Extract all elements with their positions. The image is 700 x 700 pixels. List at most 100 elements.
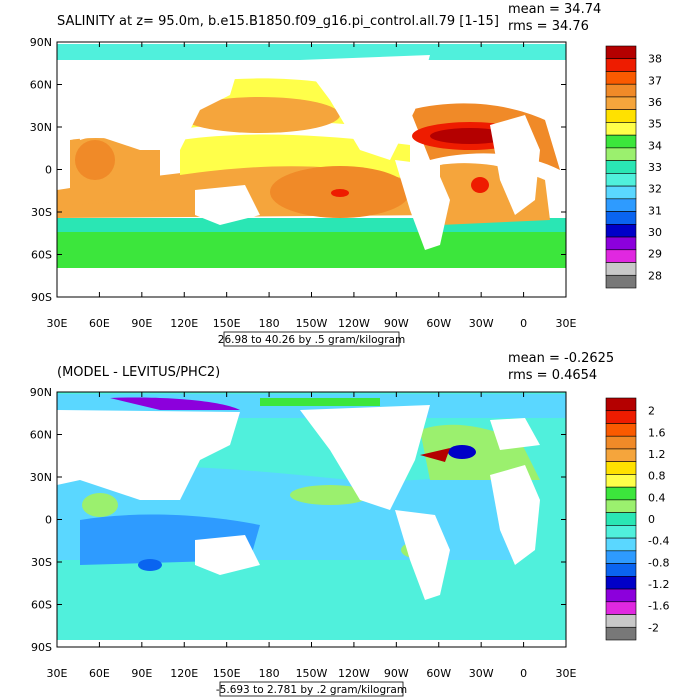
x-tick-label: 60E bbox=[89, 667, 110, 680]
colorbar-label: 33 bbox=[648, 161, 662, 174]
colorbar-swatch bbox=[605, 550, 637, 564]
y-tick-label: 90S bbox=[31, 291, 52, 304]
difference-panel: (MODEL - LEVITUS/PHC2) mean = -0.2625 rm… bbox=[30, 351, 669, 697]
difference-map bbox=[57, 392, 566, 647]
x-tick-label: 60W bbox=[426, 317, 451, 330]
colorbar-label: -2 bbox=[648, 621, 659, 634]
range-label-box: 26.98 to 40.26 by .5 gram/kilogram bbox=[218, 331, 405, 347]
colorbar-swatch bbox=[605, 486, 637, 501]
colorbar-swatch bbox=[605, 448, 637, 462]
x-tick-label: 30E bbox=[556, 667, 577, 680]
range-label-box: -5.693 to 2.781 by .2 gram/kilogram bbox=[216, 681, 407, 697]
colorbar-swatch bbox=[605, 96, 637, 110]
stat-rms: rms = 0.4654 bbox=[508, 368, 597, 383]
colorbar-label: 32 bbox=[648, 183, 662, 196]
colorbar-swatch bbox=[605, 474, 637, 488]
panel-title: SALINITY at z= 95.0m, b.e15.B1850.f09_g1… bbox=[57, 14, 499, 29]
colorbar-label: 38 bbox=[648, 53, 662, 66]
colorbar-swatch bbox=[605, 224, 637, 238]
y-axis: 90N 60N 30N 0 30S 60S 90S bbox=[30, 386, 566, 654]
y-tick-label: 0 bbox=[45, 164, 52, 177]
colorbar-label: 34 bbox=[648, 139, 662, 152]
range-label: -5.693 to 2.781 by .2 gram/kilogram bbox=[216, 684, 407, 696]
colorbar-swatch bbox=[605, 499, 637, 513]
difference-colorbar: 2 1.6 1.2 0.8 0.4 0 -0.4 -0.8 -1.2 -1.6 -2 bbox=[605, 397, 669, 641]
x-tick-label: 30E bbox=[47, 667, 68, 680]
stat-mean: mean = 34.74 bbox=[508, 2, 601, 17]
y-tick-label: 60S bbox=[31, 249, 52, 262]
colorbar-swatch bbox=[605, 71, 637, 85]
x-tick-label: 180 bbox=[259, 317, 280, 330]
x-tick-label: 60E bbox=[89, 317, 110, 330]
x-tick-label: 90W bbox=[384, 667, 409, 680]
salinity-colorbar: 38 37 36 35 34 33 32 31 30 29 28 bbox=[605, 45, 662, 289]
x-tick-label: 90W bbox=[384, 317, 409, 330]
stat-mean: mean = -0.2625 bbox=[508, 351, 614, 366]
colorbar-label: 35 bbox=[648, 118, 662, 131]
colorbar-swatch bbox=[605, 537, 637, 552]
colorbar-swatch bbox=[605, 614, 637, 628]
x-tick-label: 120E bbox=[170, 667, 198, 680]
x-tick-label: 30W bbox=[469, 667, 494, 680]
y-tick-label: 60N bbox=[30, 79, 52, 92]
y-tick-label: 60S bbox=[31, 599, 52, 612]
y-tick-label: 90N bbox=[30, 386, 52, 399]
colorbar-swatch bbox=[605, 576, 637, 590]
stat-rms: rms = 34.76 bbox=[508, 19, 589, 34]
y-tick-label: 30S bbox=[31, 206, 52, 219]
colorbar-swatch bbox=[605, 601, 637, 615]
colorbar-label: 31 bbox=[648, 204, 662, 217]
x-axis: 30E 60E 90E 120E 150E 180 150W 120W 90W 60W 30W 0 30… bbox=[47, 42, 577, 330]
colorbar-swatch bbox=[605, 410, 637, 424]
colorbar-label: -0.8 bbox=[648, 556, 669, 569]
colorbar-swatch bbox=[605, 122, 637, 136]
colorbar-swatch bbox=[605, 185, 637, 200]
colorbar-swatch bbox=[605, 160, 637, 174]
y-tick-label: 0 bbox=[45, 514, 52, 527]
salinity-map bbox=[57, 42, 566, 297]
colorbar-swatch bbox=[605, 173, 637, 187]
x-tick-label: 150W bbox=[296, 317, 328, 330]
y-tick-label: 60N bbox=[30, 429, 52, 442]
x-tick-label: 150E bbox=[213, 667, 241, 680]
colorbar-swatch bbox=[605, 147, 637, 161]
x-tick-label: 30E bbox=[556, 317, 577, 330]
colorbar-swatch bbox=[605, 274, 637, 289]
colorbar-swatch bbox=[605, 134, 637, 149]
colorbar-swatch bbox=[605, 563, 637, 577]
colorbar-label: 0.8 bbox=[648, 470, 666, 483]
colorbar-swatch bbox=[605, 423, 637, 437]
colorbar-label: -1.6 bbox=[648, 600, 669, 613]
x-tick-label: 120W bbox=[338, 317, 370, 330]
colorbar-swatch bbox=[605, 58, 637, 72]
colorbar-label: 1.2 bbox=[648, 448, 666, 461]
colorbar-label: 0 bbox=[648, 513, 655, 526]
colorbar-swatch bbox=[605, 83, 637, 98]
x-tick-label: 30E bbox=[47, 317, 68, 330]
colorbar-swatch bbox=[605, 512, 637, 526]
x-tick-label: 150W bbox=[296, 667, 328, 680]
colorbar-label: -0.4 bbox=[648, 535, 669, 548]
colorbar-swatch bbox=[605, 109, 637, 123]
colorbar-label: 30 bbox=[648, 226, 662, 239]
colorbar-label: 28 bbox=[648, 269, 662, 282]
colorbar-swatch bbox=[605, 211, 637, 225]
colorbar-swatch bbox=[605, 198, 637, 212]
y-tick-label: 30N bbox=[30, 121, 52, 134]
colorbar-label: 36 bbox=[648, 96, 662, 109]
x-tick-label: 150E bbox=[213, 317, 241, 330]
x-axis: 30E 60E 90E 120E 150E 180 150W 120W 90W 60W 30W 0 30… bbox=[47, 392, 577, 680]
colorbar-label: -1.2 bbox=[648, 578, 669, 591]
colorbar-swatch bbox=[605, 45, 637, 60]
colorbar-label: 1.6 bbox=[648, 426, 666, 439]
colorbar-swatch bbox=[605, 397, 637, 412]
colorbar-label: 0.4 bbox=[648, 491, 666, 504]
x-tick-label: 180 bbox=[259, 667, 280, 680]
colorbar-swatch bbox=[605, 236, 637, 251]
colorbar-swatch bbox=[605, 249, 637, 263]
colorbar-swatch bbox=[605, 461, 637, 475]
x-tick-label: 120E bbox=[170, 317, 198, 330]
salinity-panel: SALINITY at z= 95.0m, b.e15.B1850.f09_g1… bbox=[30, 2, 662, 347]
y-axis: 90N 60N 30N 0 30S 60S 90S bbox=[30, 36, 566, 304]
